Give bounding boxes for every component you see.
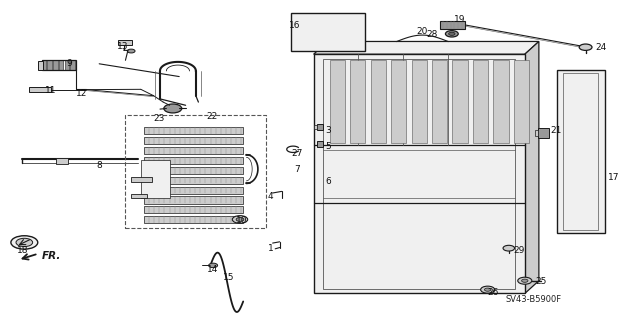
Bar	[53, 60, 58, 70]
Bar	[144, 206, 243, 213]
Text: 12: 12	[76, 89, 87, 98]
Bar	[118, 40, 132, 45]
Bar	[314, 125, 317, 129]
Bar	[144, 167, 243, 174]
Text: 9: 9	[67, 59, 72, 68]
Bar	[42, 60, 76, 70]
Bar	[535, 130, 538, 136]
Bar	[56, 158, 68, 164]
Circle shape	[236, 218, 244, 221]
Circle shape	[484, 288, 491, 291]
Text: 6: 6	[325, 177, 331, 186]
Text: 25: 25	[535, 277, 547, 286]
Text: 4: 4	[268, 192, 273, 201]
Text: 7: 7	[294, 165, 300, 174]
Bar	[144, 147, 243, 154]
Circle shape	[127, 49, 135, 53]
Bar	[65, 60, 69, 70]
Bar	[144, 157, 243, 164]
Text: 11: 11	[45, 86, 56, 95]
Bar	[47, 60, 52, 70]
Bar	[557, 70, 605, 233]
Text: 5: 5	[325, 142, 331, 151]
Bar	[29, 87, 51, 92]
Bar	[70, 60, 75, 70]
Text: 17: 17	[608, 173, 620, 182]
Text: SV43-B5900F: SV43-B5900F	[506, 295, 562, 304]
Circle shape	[232, 216, 248, 223]
Text: FR.: FR.	[42, 251, 61, 261]
Bar	[59, 60, 63, 70]
Polygon shape	[525, 41, 539, 293]
Text: 8: 8	[97, 161, 102, 170]
Circle shape	[164, 104, 182, 113]
Text: 19: 19	[454, 15, 466, 24]
Bar	[144, 137, 243, 144]
Circle shape	[481, 286, 495, 293]
Text: 21: 21	[550, 126, 562, 135]
Bar	[144, 197, 243, 204]
Bar	[538, 128, 549, 138]
Bar	[144, 216, 243, 223]
Circle shape	[445, 31, 458, 37]
Bar	[330, 60, 345, 143]
Text: 15: 15	[223, 273, 234, 282]
Circle shape	[518, 277, 532, 284]
Bar	[440, 21, 465, 29]
Circle shape	[209, 263, 218, 268]
Text: 24: 24	[595, 43, 607, 52]
Bar	[42, 60, 46, 70]
Bar	[452, 60, 468, 143]
Text: 1: 1	[268, 244, 273, 253]
Bar	[432, 60, 447, 143]
Text: 18: 18	[17, 246, 29, 255]
Text: 10: 10	[236, 216, 247, 225]
Text: 27: 27	[291, 149, 303, 158]
Text: 22: 22	[206, 112, 218, 121]
Text: 20: 20	[416, 27, 428, 36]
Bar	[144, 177, 243, 184]
Bar	[371, 60, 386, 143]
Text: 14: 14	[207, 265, 218, 274]
Circle shape	[16, 238, 33, 247]
Polygon shape	[314, 41, 539, 54]
Bar	[317, 124, 323, 130]
Bar	[314, 54, 525, 293]
Bar	[473, 60, 488, 143]
Bar	[125, 115, 266, 228]
Bar	[38, 61, 43, 70]
Bar	[493, 60, 509, 143]
Bar	[291, 13, 365, 51]
Text: 13: 13	[117, 42, 129, 51]
Bar	[144, 187, 243, 194]
Text: 28: 28	[426, 30, 438, 39]
Bar	[391, 60, 406, 143]
Circle shape	[503, 245, 515, 251]
Circle shape	[522, 279, 528, 282]
Text: 26: 26	[487, 288, 499, 297]
Bar	[323, 59, 515, 289]
Bar	[131, 177, 152, 182]
Bar	[514, 60, 529, 143]
Text: 23: 23	[154, 114, 165, 122]
Text: 3: 3	[325, 126, 331, 135]
Bar	[563, 73, 598, 230]
Bar	[350, 60, 365, 143]
Circle shape	[449, 32, 455, 35]
Text: 29: 29	[513, 246, 525, 255]
Text: 16: 16	[289, 21, 300, 30]
Bar	[144, 127, 243, 134]
Circle shape	[579, 44, 592, 50]
Circle shape	[11, 236, 38, 249]
Bar	[412, 60, 427, 143]
Bar	[141, 160, 170, 198]
Bar	[317, 141, 323, 147]
Bar	[131, 194, 147, 198]
